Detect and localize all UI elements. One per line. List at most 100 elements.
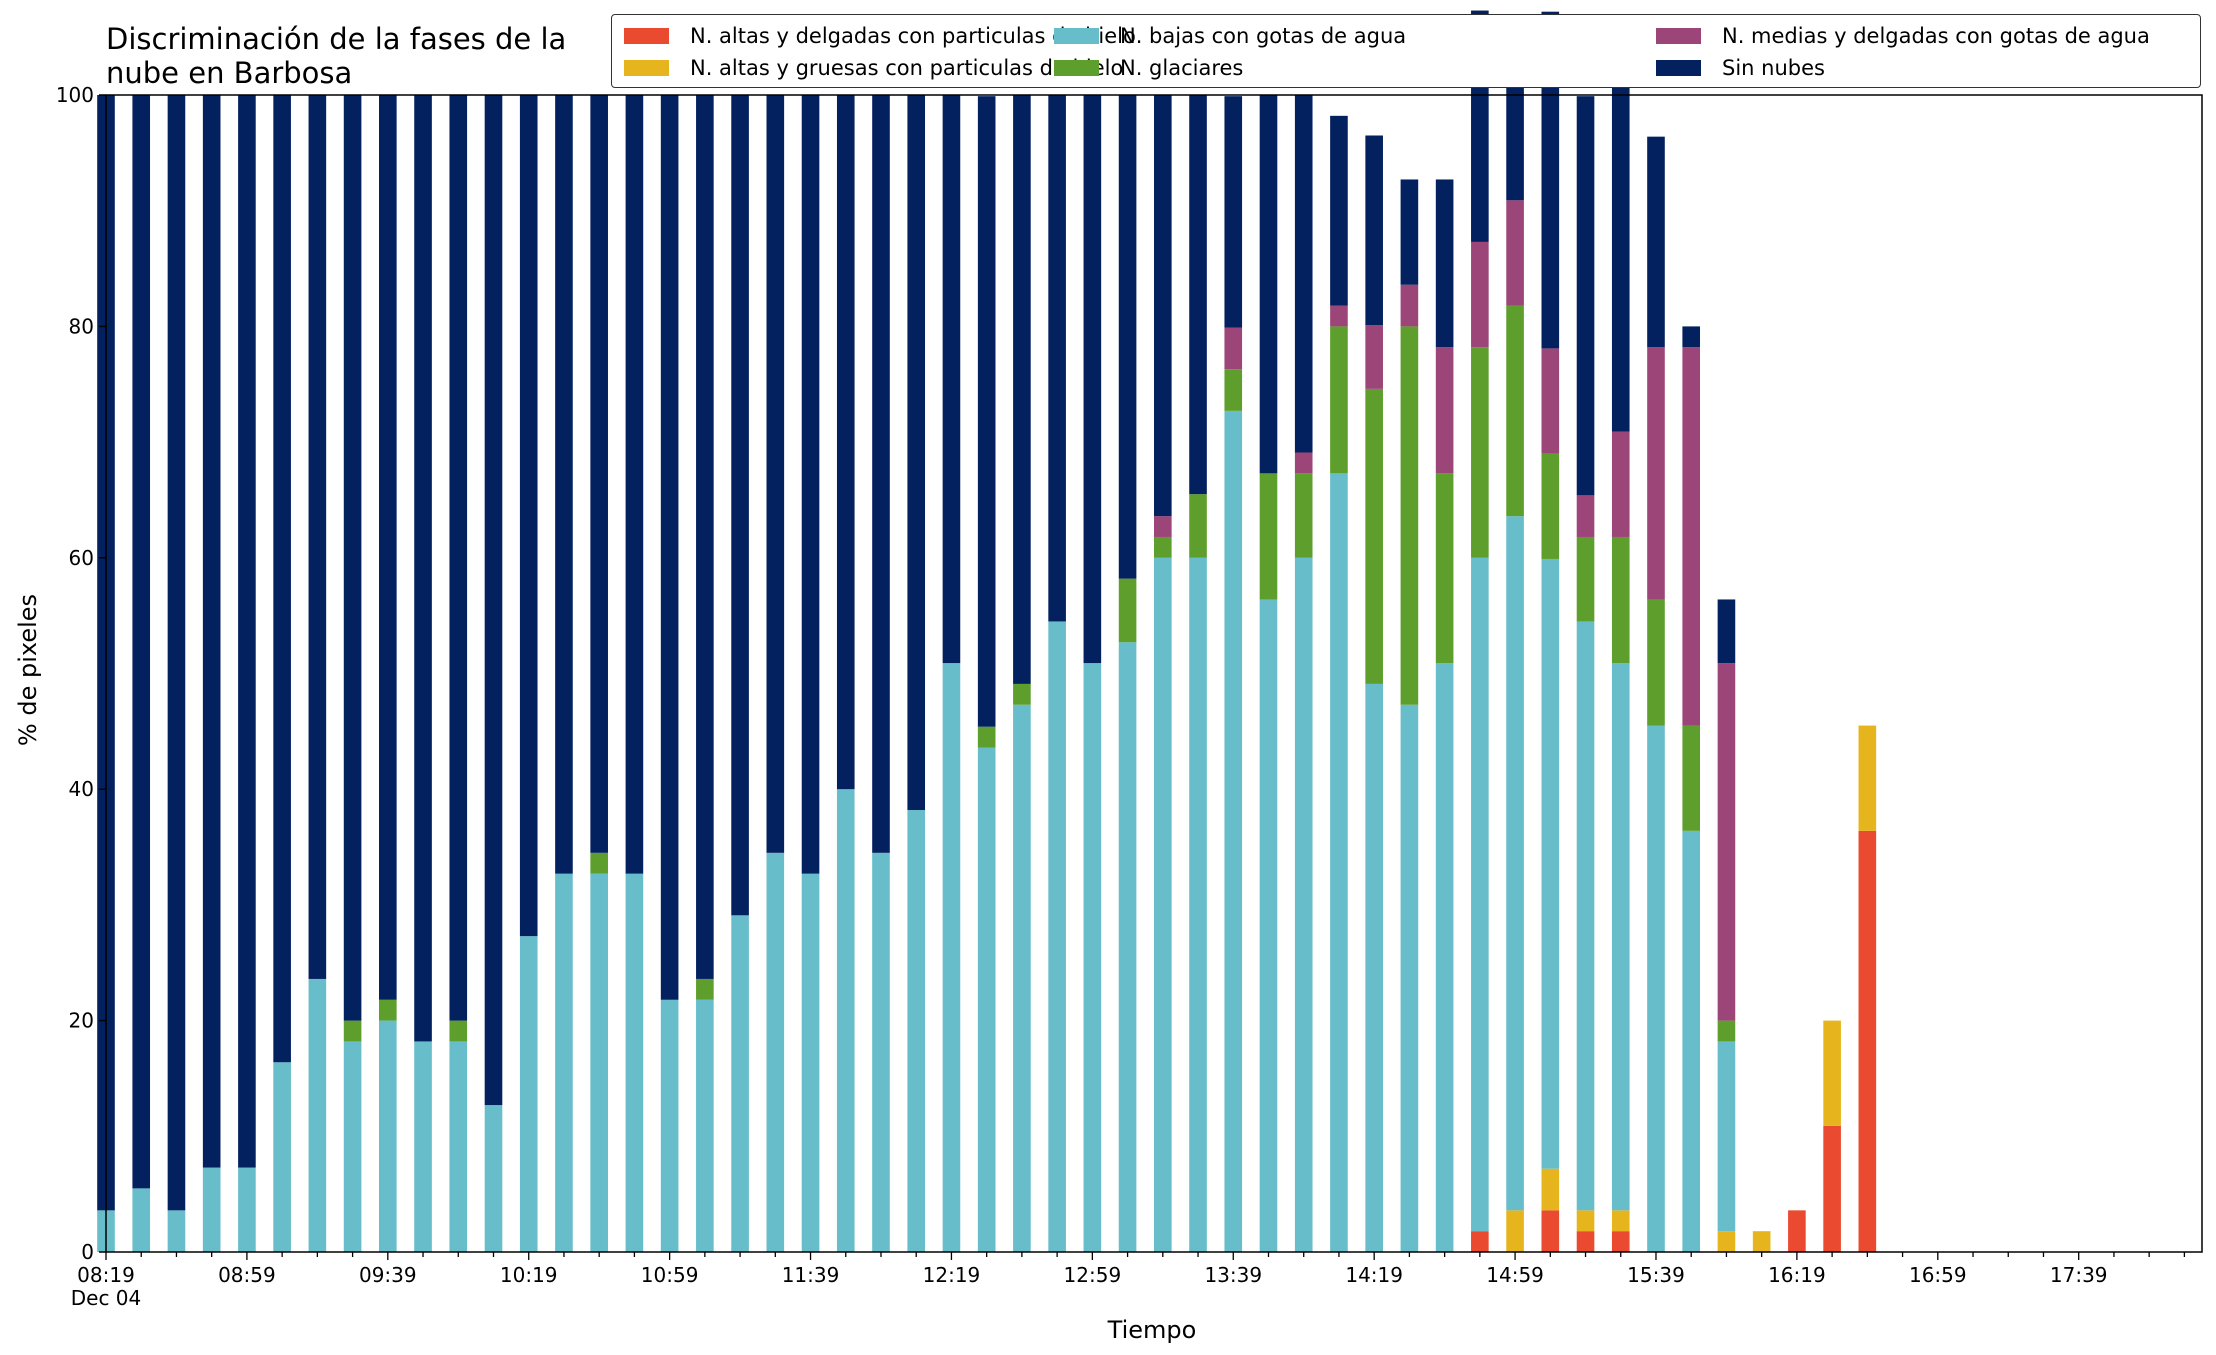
bar-segment-s3-b44	[1647, 599, 1665, 726]
bar-segment-s4-b41	[1541, 348, 1560, 454]
bar-segment-s2-b32	[1224, 410, 1243, 1253]
bar-segment-s4-b35	[1330, 305, 1348, 327]
bar-segment-s2-b18	[731, 915, 749, 1252]
bar-segment-s2-b31	[1189, 557, 1207, 1252]
bar-segment-s0-b50	[1858, 830, 1877, 1252]
bar-segment-s2-b34	[1294, 557, 1313, 1252]
bar-segment-s2-b33	[1259, 599, 1278, 1252]
bar-segment-s2-b9	[414, 1041, 432, 1252]
bar-segment-s3-b33	[1259, 473, 1278, 600]
x-tick-label-14: 17:39	[2050, 1263, 2108, 1287]
legend-item-2: N. bajas con gotas de agua	[1054, 21, 1406, 51]
bar-segment-s3-b29	[1118, 578, 1137, 643]
bar-segment-s2-b4	[238, 1167, 256, 1252]
bar-segment-s2-b27	[1048, 621, 1066, 1252]
bar-segment-s2-b26	[1013, 704, 1031, 1252]
bar-segment-s5-b11	[484, 95, 503, 1106]
bar-segment-s2-b14	[590, 873, 608, 1252]
x-tick-label-7: 12:59	[1064, 1263, 1122, 1287]
bar-segment-s2-b16	[660, 999, 679, 1252]
legend-swatch-5	[1656, 60, 1701, 76]
bar-segment-s3-b17	[696, 978, 714, 1000]
bar-segment-s4-b34	[1294, 452, 1313, 474]
bar-segment-s5-b43	[1611, 74, 1630, 432]
bar-segment-s5-b44	[1647, 136, 1665, 348]
bar-segment-s3-b39	[1471, 347, 1489, 558]
x-tick-label-9: 14:19	[1345, 1263, 1403, 1287]
bar-segment-s5-b5	[273, 95, 291, 1063]
bar-segment-s5-b20	[801, 95, 820, 874]
bar-segment-s2-b2	[167, 1210, 186, 1252]
bar-segment-s3-b7	[343, 1020, 362, 1042]
bar-segment-s4-b46	[1717, 663, 1736, 1021]
x-tick-label-1: 08:59	[218, 1263, 276, 1287]
bar-segment-s3-b40	[1506, 305, 1524, 517]
bar-segment-s1-b41	[1541, 1168, 1560, 1211]
bar-segment-s5-b15	[625, 95, 644, 874]
bar-segment-s2-b12	[519, 936, 538, 1252]
x-tick-label-4: 10:59	[641, 1263, 699, 1287]
legend-item-4: N. medias y delgadas con gotas de agua	[1656, 21, 2150, 51]
x-tick-label-11: 15:39	[1627, 1263, 1685, 1287]
bar-segment-s5-b41	[1541, 11, 1560, 349]
bar-segment-s2-b30	[1154, 557, 1172, 1252]
bar-segment-s2-b13	[555, 873, 573, 1252]
bar-segment-s2-b44	[1647, 725, 1665, 1252]
bar-segment-s5-b1	[132, 95, 151, 1189]
bar-segment-s2-b39	[1471, 557, 1489, 1232]
bar-segment-s3-b26	[1013, 683, 1031, 705]
bar-segment-s5-b24	[942, 95, 961, 664]
plot-frame	[105, 94, 2203, 1253]
x-tick-label-8: 13:39	[1204, 1263, 1262, 1287]
bar-segment-s5-b35	[1330, 115, 1348, 306]
bar-segment-s3-b14	[590, 852, 608, 874]
bar-segment-s4-b32	[1224, 327, 1243, 370]
bar-segment-s5-b32	[1224, 96, 1243, 328]
bar-segment-s2-b6	[308, 978, 327, 1252]
legend-label-2: N. bajas con gotas de agua	[1120, 24, 1407, 48]
bar-segment-s5-b18	[731, 95, 749, 916]
x-date-label: Dec 04	[71, 1286, 142, 1310]
bar-segment-s2-b45	[1682, 830, 1701, 1252]
bar-segment-s3-b8	[379, 999, 397, 1021]
bar-segment-s2-b8	[379, 1020, 397, 1252]
y-tick-label-0: 0	[81, 1240, 94, 1264]
bar-segment-s2-b3	[202, 1167, 221, 1252]
bar-segment-s3-b46	[1717, 1020, 1736, 1042]
bar-segment-s5-b29	[1118, 95, 1137, 579]
bar-segment-s4-b43	[1611, 431, 1630, 537]
bar-segment-s5-b46	[1717, 599, 1736, 664]
bar-segment-s2-b36	[1365, 683, 1383, 1252]
bar-segment-s5-b19	[766, 95, 785, 853]
x-tick-label-2: 09:39	[359, 1263, 417, 1287]
bar-segment-s2-b35	[1330, 473, 1348, 1252]
chart-title: Discriminación de la fases de la nube en…	[106, 22, 567, 90]
x-tick-label-6: 12:19	[923, 1263, 981, 1287]
y-tick-label-5: 100	[56, 83, 94, 107]
bar-segment-s3-b42	[1576, 536, 1595, 622]
bar-segment-s4-b37	[1400, 284, 1419, 327]
bar-segment-s5-b21	[836, 95, 855, 790]
bar-segment-s1-b43	[1611, 1210, 1630, 1232]
bar-segment-s2-b38	[1435, 663, 1454, 1252]
bar-segment-s5-b36	[1365, 135, 1383, 326]
bar-segment-s5-b4	[238, 95, 256, 1168]
bar-segment-s2-b37	[1400, 704, 1419, 1252]
bar-segment-s2-b22	[872, 852, 890, 1252]
bar-segment-s0-b39	[1471, 1231, 1489, 1252]
bar-segment-s2-b42	[1576, 621, 1595, 1211]
bar-segment-s5-b25	[977, 96, 996, 727]
bar-segment-s0-b49	[1823, 1125, 1841, 1252]
y-tick-label-2: 40	[69, 777, 94, 801]
x-tick-label-12: 16:19	[1768, 1263, 1826, 1287]
bar-segment-s5-b31	[1189, 95, 1207, 495]
bar-segment-s5-b16	[660, 95, 679, 1000]
bar-segment-s5-b22	[872, 95, 890, 853]
bar-segment-s5-b28	[1083, 95, 1102, 664]
bar-segment-s4-b30	[1154, 516, 1172, 537]
bar-segment-s4-b36	[1365, 325, 1383, 389]
legend-item-5: Sin nubes	[1656, 53, 1825, 83]
x-tick-label-3: 10:19	[500, 1263, 558, 1287]
legend-item-1: N. altas y gruesas con particulas de hie…	[624, 53, 1123, 83]
